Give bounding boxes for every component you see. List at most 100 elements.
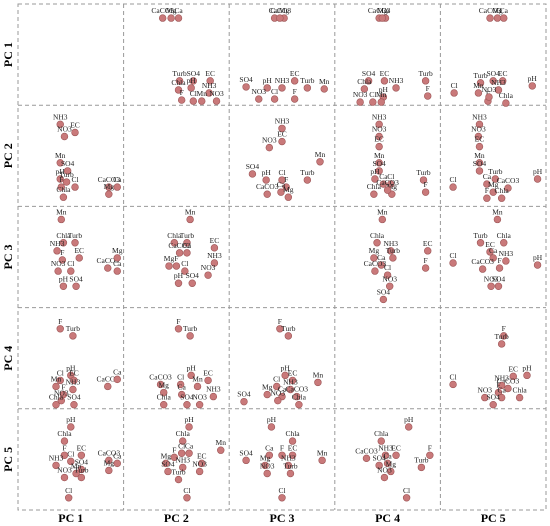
point-label: pH — [533, 167, 543, 176]
data-point — [240, 397, 248, 406]
data-point — [265, 451, 274, 459]
point-label: Chla — [157, 393, 172, 402]
data-point — [504, 384, 512, 393]
data-point — [369, 98, 377, 106]
point-label: CaCO3 — [256, 182, 279, 191]
point-label: Ca — [277, 180, 286, 189]
data-point — [528, 82, 536, 90]
data-point — [263, 390, 271, 399]
point-label: EC — [77, 443, 87, 452]
point-label: CaCO3 — [376, 178, 399, 187]
data-point — [362, 454, 371, 463]
point-label: NO3 — [353, 90, 368, 99]
point-label: Cl — [183, 486, 190, 495]
data-point — [105, 466, 113, 475]
data-point — [59, 282, 68, 290]
point-label: EC — [205, 69, 215, 78]
data-point — [475, 159, 484, 167]
data-point — [499, 77, 507, 85]
data-point — [183, 400, 191, 409]
data-point — [449, 380, 457, 389]
point-label: Chla — [56, 231, 71, 240]
point-label: Turb — [59, 170, 74, 179]
data-point — [113, 267, 121, 275]
data-point — [375, 142, 383, 151]
data-point — [70, 400, 78, 409]
point-label: F — [426, 84, 430, 93]
data-point — [497, 340, 506, 348]
point-label: SO4 — [67, 393, 81, 402]
data-point — [69, 385, 77, 394]
data-point — [263, 190, 271, 198]
data-point — [217, 446, 225, 454]
point-label: Ca — [113, 259, 122, 268]
data-point — [475, 142, 484, 151]
point-label: Mn — [473, 81, 484, 90]
data-point — [364, 77, 373, 85]
data-point — [523, 371, 531, 380]
point-label: F — [172, 445, 176, 454]
point-label: Ca — [113, 367, 122, 376]
data-point — [293, 392, 301, 401]
point-label: NH3 — [275, 116, 290, 125]
point-label: Turb — [473, 231, 488, 240]
point-label: F — [176, 317, 180, 326]
point-label: pH — [187, 76, 197, 85]
data-point — [378, 14, 387, 22]
data-point — [59, 239, 68, 247]
row-label: PC 1 — [1, 42, 15, 67]
point-label: pH — [379, 85, 389, 94]
point-label: Turb — [473, 71, 488, 80]
point-label: F — [496, 381, 500, 390]
point-label: Turb — [180, 231, 195, 240]
point-label: pH — [174, 271, 184, 280]
point-label: EC — [485, 240, 495, 249]
point-label: EC — [203, 368, 213, 377]
data-point — [495, 264, 504, 272]
data-point — [77, 451, 86, 459]
point-label: NO3 — [471, 125, 486, 134]
point-label: F — [485, 186, 489, 195]
data-point — [502, 257, 510, 265]
data-point — [387, 180, 395, 188]
point-label: EC — [391, 443, 401, 452]
point-label: Ca — [377, 253, 386, 262]
point-label: Cl — [178, 441, 185, 450]
data-point — [500, 14, 508, 22]
point-label: NH3 — [472, 112, 487, 121]
data-point — [63, 167, 72, 175]
data-point — [288, 376, 297, 385]
point-label: Mg — [104, 458, 115, 467]
data-point — [177, 96, 186, 104]
point-label: NO3 — [477, 386, 492, 395]
data-point — [67, 457, 75, 466]
point-label: SO4 — [239, 75, 253, 84]
point-label: Cl — [271, 87, 278, 96]
point-label: Chla — [171, 78, 186, 87]
point-label: NO3 — [201, 263, 216, 272]
data-point — [486, 248, 494, 256]
point-label: CaCO3 — [497, 176, 520, 185]
data-point — [373, 239, 381, 247]
point-label: pH — [528, 74, 538, 83]
point-label: NH3 — [378, 443, 393, 452]
data-point — [387, 247, 395, 255]
data-point — [426, 451, 434, 459]
point-label: Cl — [67, 449, 74, 458]
data-point — [421, 264, 430, 272]
data-point — [489, 400, 497, 409]
point-label: F — [293, 87, 297, 96]
data-point — [56, 376, 64, 385]
data-point — [386, 282, 394, 290]
data-point — [303, 84, 312, 92]
point-label: Ca — [483, 172, 492, 181]
point-label: NH3 — [494, 373, 509, 382]
data-point — [284, 193, 293, 201]
data-point — [402, 494, 411, 502]
point-label: Mg — [386, 459, 397, 468]
point-label: EC — [277, 130, 287, 139]
point-label: NH3 — [491, 78, 506, 87]
point-label: Cl — [57, 368, 64, 377]
